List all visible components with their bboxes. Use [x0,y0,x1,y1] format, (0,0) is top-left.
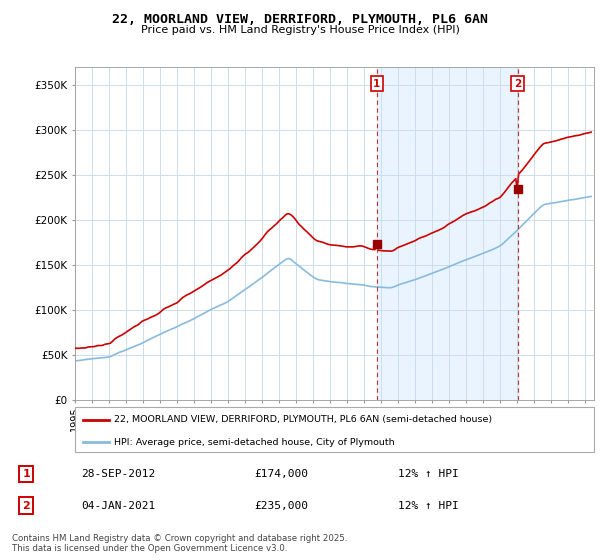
Text: HPI: Average price, semi-detached house, City of Plymouth: HPI: Average price, semi-detached house,… [114,437,395,446]
Text: 12% ↑ HPI: 12% ↑ HPI [398,501,458,511]
Text: 22, MOORLAND VIEW, DERRIFORD, PLYMOUTH, PL6 6AN: 22, MOORLAND VIEW, DERRIFORD, PLYMOUTH, … [112,13,488,26]
Text: 22, MOORLAND VIEW, DERRIFORD, PLYMOUTH, PL6 6AN (semi-detached house): 22, MOORLAND VIEW, DERRIFORD, PLYMOUTH, … [114,415,492,424]
Text: 2: 2 [23,501,30,511]
Bar [377,67,518,400]
FancyBboxPatch shape [75,407,594,452]
Text: 2: 2 [514,79,521,89]
Text: 1: 1 [23,469,30,479]
Text: 28-SEP-2012: 28-SEP-2012 [81,469,155,479]
Text: £174,000: £174,000 [254,469,308,479]
Text: Price paid vs. HM Land Registry's House Price Index (HPI): Price paid vs. HM Land Registry's House … [140,25,460,35]
Text: 1: 1 [373,79,380,89]
Text: 04-JAN-2021: 04-JAN-2021 [81,501,155,511]
Text: 12% ↑ HPI: 12% ↑ HPI [398,469,458,479]
Text: £235,000: £235,000 [254,501,308,511]
Text: Contains HM Land Registry data © Crown copyright and database right 2025.
This d: Contains HM Land Registry data © Crown c… [12,534,347,553]
